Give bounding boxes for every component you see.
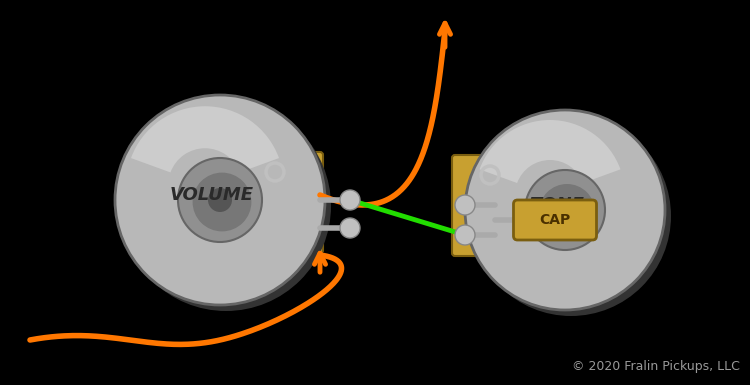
Circle shape (525, 170, 605, 250)
Circle shape (455, 225, 475, 245)
Circle shape (193, 172, 251, 231)
Circle shape (471, 116, 671, 316)
Circle shape (515, 210, 535, 230)
FancyBboxPatch shape (452, 155, 498, 256)
Circle shape (121, 101, 331, 311)
Circle shape (465, 110, 665, 310)
Text: © 2020 Fralin Pickups, LLC: © 2020 Fralin Pickups, LLC (572, 360, 740, 373)
Circle shape (455, 195, 475, 215)
Wedge shape (479, 120, 620, 183)
Circle shape (208, 188, 232, 212)
Circle shape (115, 95, 325, 305)
Text: CAP: CAP (539, 213, 571, 227)
FancyBboxPatch shape (514, 200, 596, 240)
FancyBboxPatch shape (277, 152, 323, 253)
Circle shape (340, 218, 360, 238)
Circle shape (539, 184, 595, 240)
Circle shape (340, 190, 360, 210)
Circle shape (553, 198, 577, 222)
Text: TONE: TONE (530, 196, 584, 214)
Text: VOLUME: VOLUME (170, 186, 254, 204)
Circle shape (178, 158, 262, 242)
Wedge shape (131, 106, 279, 172)
